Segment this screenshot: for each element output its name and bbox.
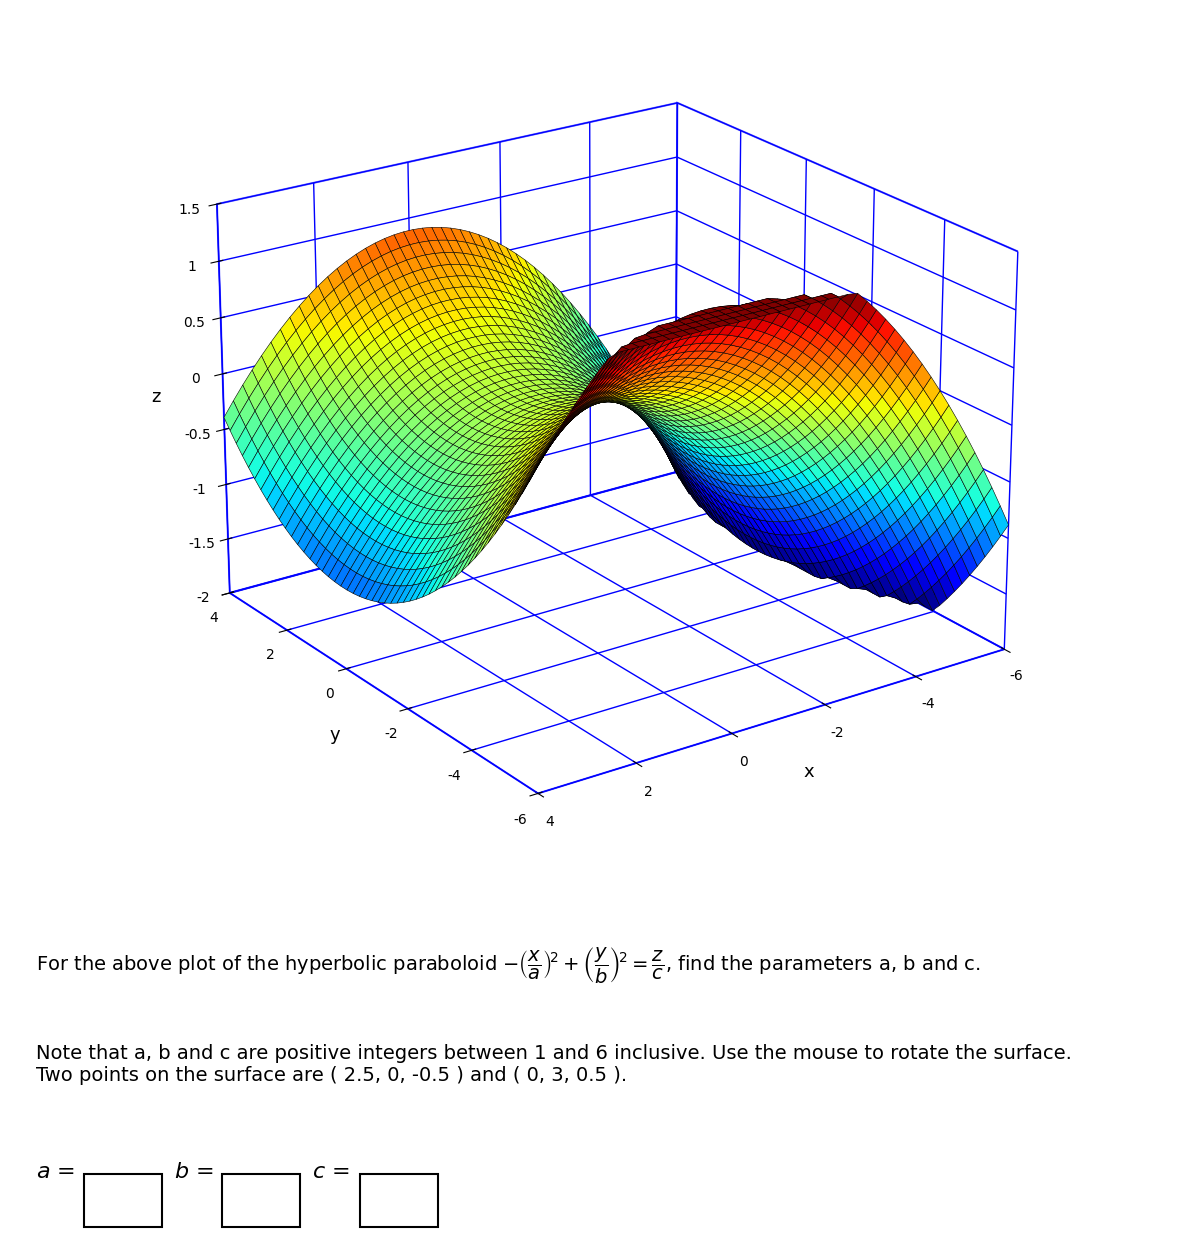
Text: $a$ =: $a$ =	[36, 1162, 74, 1182]
FancyBboxPatch shape	[84, 1175, 162, 1227]
Text: $c$ =: $c$ =	[312, 1162, 349, 1182]
X-axis label: x: x	[804, 763, 815, 781]
Y-axis label: y: y	[329, 727, 340, 744]
Text: Note that a, b and c are positive integers between 1 and 6 inclusive. Use the mo: Note that a, b and c are positive intege…	[36, 1044, 1072, 1086]
FancyBboxPatch shape	[360, 1175, 438, 1227]
Text: $b$ =: $b$ =	[174, 1162, 214, 1182]
Text: For the above plot of the hyperbolic paraboloid $-\left(\dfrac{x}{a}\right)^{\!2: For the above plot of the hyperbolic par…	[36, 946, 980, 986]
FancyBboxPatch shape	[222, 1175, 300, 1227]
